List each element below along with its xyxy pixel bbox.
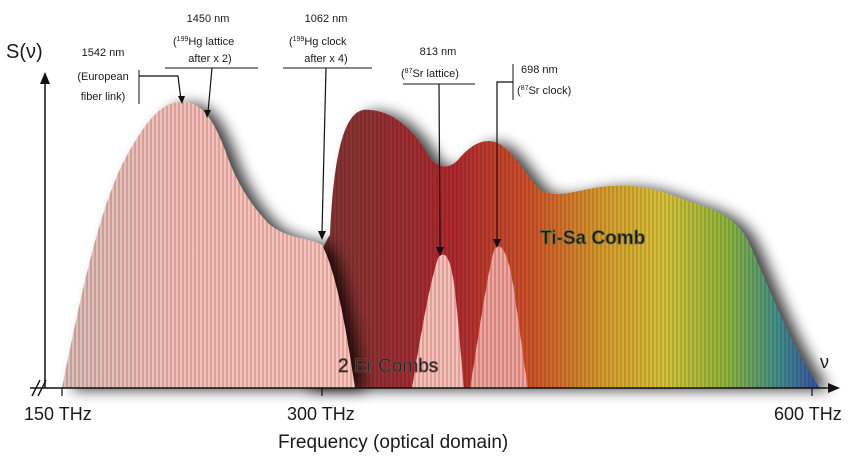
svg-text:(87Sr clock): (87Sr clock) — [517, 85, 571, 97]
svg-text:813 nm: 813 nm — [420, 46, 457, 58]
er-combs-label: 2 Er Combs — [338, 356, 438, 377]
svg-text:after x 2): after x 2) — [188, 53, 231, 65]
axis-break-mark — [37, 379, 47, 397]
x-axis-symbol: ν — [820, 352, 829, 372]
annotation-1450nm: 1450 nm (199Hg lattice after x 2) — [165, 13, 258, 118]
annotation-698nm: 698 nm (87Sr clock) — [493, 64, 571, 248]
y-axis-label: S(ν) — [6, 41, 43, 63]
svg-text:(87Sr lattice): (87Sr lattice) — [401, 68, 459, 80]
svg-text:1450 nm: 1450 nm — [187, 13, 230, 25]
er-comb-envelope — [62, 101, 355, 389]
svg-text:fiber link): fiber link) — [81, 91, 126, 103]
er-comb-peak-698 — [470, 246, 528, 388]
axis-break-mark — [31, 379, 41, 397]
y-axis — [40, 72, 50, 388]
tick-label-150: 150 THz — [24, 404, 92, 424]
annotation-1542nm: 1542 nm (European fiber link) — [77, 47, 185, 104]
er-comb-peak-813 — [412, 254, 464, 388]
svg-text:698 nm: 698 nm — [521, 64, 558, 76]
x-axis-title: Frequency (optical domain) — [278, 432, 508, 453]
svg-text:(199Hg clock: (199Hg clock — [289, 36, 347, 48]
x-axis — [30, 379, 840, 397]
annotation-1062nm: 1062 nm (199Hg clock after x 4) — [283, 13, 372, 240]
svg-text:1062 nm: 1062 nm — [305, 13, 348, 25]
annotation-813nm: 813 nm (87Sr lattice) — [401, 46, 475, 256]
ti-sa-comb-label: Ti-Sa Comb — [540, 228, 645, 249]
svg-text:1542 nm: 1542 nm — [82, 47, 125, 59]
tick-label-300: 300 THz — [287, 404, 355, 424]
tick-label-600: 600 THz — [774, 404, 842, 424]
svg-text:(199Hg lattice: (199Hg lattice — [173, 36, 234, 48]
svg-text:(European: (European — [77, 71, 128, 83]
svg-text:after x 4): after x 4) — [304, 53, 347, 65]
